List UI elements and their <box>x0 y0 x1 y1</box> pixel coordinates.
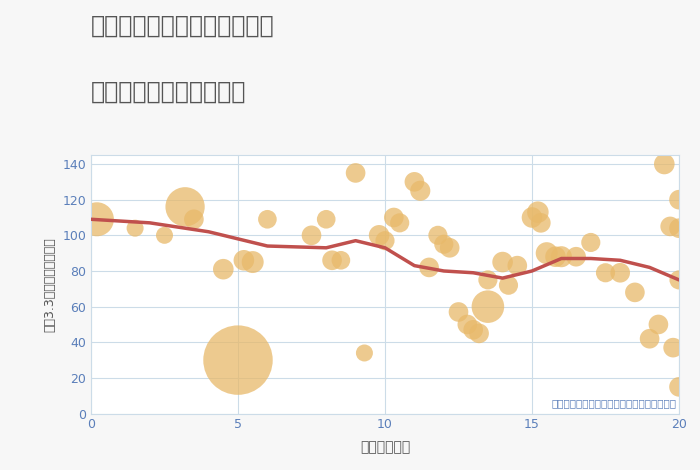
Point <box>585 239 596 246</box>
X-axis label: 駅距離（分）: 駅距離（分） <box>360 440 410 454</box>
Point <box>130 225 141 232</box>
Point <box>409 178 420 186</box>
Point <box>462 321 473 328</box>
Point <box>673 383 685 391</box>
Point <box>326 257 337 264</box>
Point <box>359 349 370 357</box>
Point <box>321 216 332 223</box>
Point <box>653 321 664 328</box>
Point <box>444 244 455 251</box>
Point <box>673 225 685 232</box>
Point <box>556 253 567 260</box>
Point <box>629 289 641 296</box>
Point <box>600 269 611 276</box>
Point <box>247 258 258 266</box>
Point <box>453 308 464 316</box>
Text: 円の大きさは、取引のあった物件面積を示す: 円の大きさは、取引のあった物件面積を示す <box>551 398 676 408</box>
Point <box>335 257 346 264</box>
Point <box>438 241 449 248</box>
Point <box>668 344 679 352</box>
Point <box>394 219 405 227</box>
Point <box>644 335 655 343</box>
Point <box>473 329 484 337</box>
Point <box>503 282 514 289</box>
Point <box>526 214 538 221</box>
Point <box>91 216 102 223</box>
Point <box>673 196 685 204</box>
Point <box>570 253 582 260</box>
Point <box>532 208 543 216</box>
Point <box>433 232 444 239</box>
Point <box>497 258 508 266</box>
Point <box>414 187 426 195</box>
Point <box>374 232 385 239</box>
Point <box>389 214 400 221</box>
Point <box>659 160 670 168</box>
Point <box>159 232 170 239</box>
Point <box>550 253 561 260</box>
Y-axis label: 坪（3.3㎡）単価（万円）: 坪（3.3㎡）単価（万円） <box>43 237 57 332</box>
Point <box>232 356 244 364</box>
Point <box>536 219 547 227</box>
Point <box>218 266 229 273</box>
Point <box>188 216 199 223</box>
Point <box>482 276 493 284</box>
Text: 駅距離別中古戸建て価格: 駅距離別中古戸建て価格 <box>91 80 246 104</box>
Text: 福岡県福岡市西区生の松原の: 福岡県福岡市西区生の松原の <box>91 14 274 38</box>
Point <box>238 257 249 264</box>
Point <box>673 276 685 284</box>
Point <box>664 223 676 230</box>
Point <box>262 216 273 223</box>
Point <box>541 250 552 257</box>
Point <box>482 303 493 310</box>
Point <box>424 264 435 271</box>
Point <box>468 326 479 334</box>
Point <box>350 169 361 177</box>
Point <box>379 237 391 244</box>
Point <box>306 232 317 239</box>
Point <box>179 203 190 211</box>
Point <box>512 262 523 269</box>
Point <box>615 269 626 276</box>
